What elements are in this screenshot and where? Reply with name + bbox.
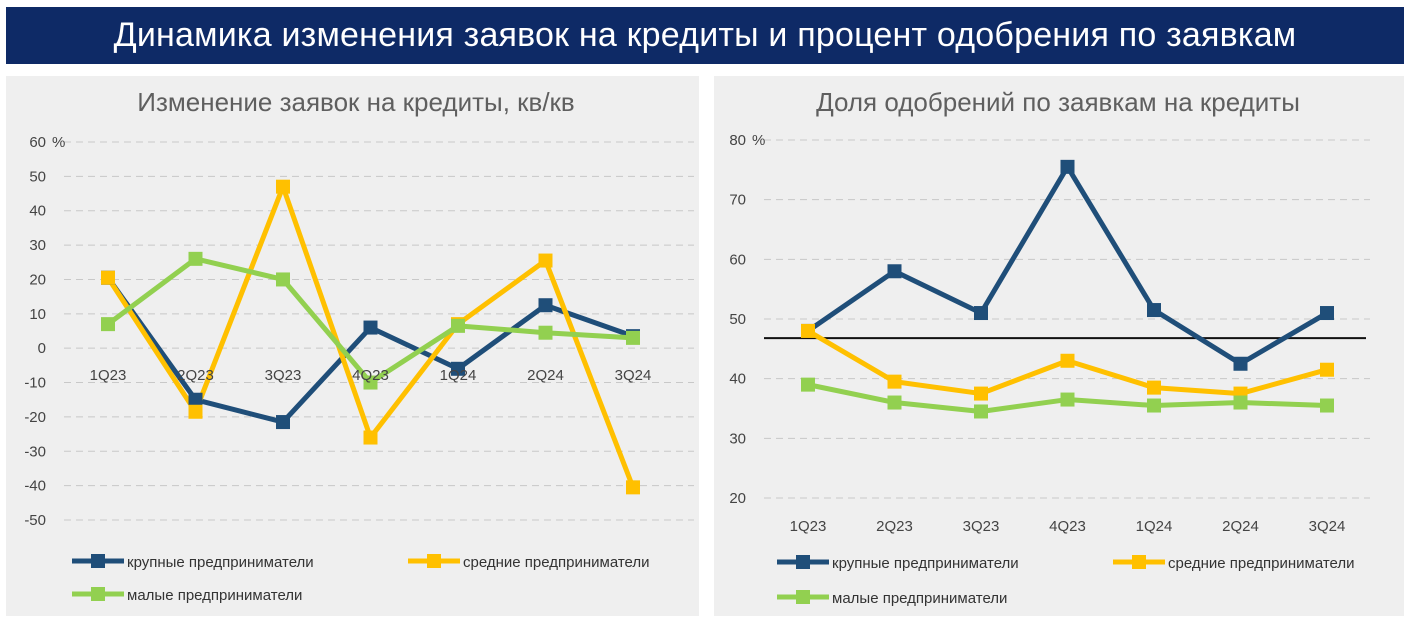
left-chart-point-large bbox=[451, 361, 465, 376]
right-chart-unit-label: % bbox=[752, 132, 765, 149]
right-chart-point-medium bbox=[1060, 353, 1075, 368]
right-chart-point-large bbox=[887, 264, 902, 279]
right-chart-x-tick-label: 1Q23 bbox=[790, 518, 827, 535]
left-chart-y-tick-label: -10 bbox=[24, 375, 46, 392]
right-chart-point-medium bbox=[1320, 362, 1334, 377]
right-chart-y-tick-label: 20 bbox=[729, 490, 746, 507]
left-chart-y-tick-label: 30 bbox=[29, 237, 46, 254]
right-chart-x-tick-label: 4Q23 bbox=[1049, 518, 1086, 535]
left-chart-x-tick-label: 3Q23 bbox=[265, 367, 302, 384]
right-chart-legend-marker-small bbox=[796, 590, 810, 604]
left-chart-point-small bbox=[626, 330, 640, 345]
right-chart-point-small bbox=[1233, 395, 1248, 410]
left-chart-y-tick-label: 40 bbox=[29, 203, 46, 220]
left-chart-point-medium bbox=[626, 480, 640, 495]
left-chart-point-small bbox=[538, 325, 553, 340]
left-chart-x-tick-label: 1Q23 bbox=[90, 367, 127, 384]
right-chart-legend-marker-medium bbox=[1132, 555, 1146, 569]
left-chart-y-tick-label: 20 bbox=[29, 271, 46, 288]
right-chart-y-tick-label: 50 bbox=[729, 311, 746, 328]
left-chart-x-tick-label: 4Q23 bbox=[352, 367, 389, 384]
left-chart-x-tick-label: 2Q24 bbox=[527, 367, 564, 384]
left-chart-point-medium bbox=[363, 430, 378, 445]
left-chart-point-small bbox=[363, 375, 378, 390]
right-chart-x-tick-label: 1Q24 bbox=[1136, 518, 1173, 535]
left-chart-legend-label-medium: средние предприниматели bbox=[463, 554, 650, 571]
page-banner: Динамика изменения заявок на кредиты и п… bbox=[6, 7, 1404, 64]
right-chart-y-tick-label: 60 bbox=[729, 251, 746, 268]
chart-panel-applications-change: Изменение заявок на кредиты, кв/кв 60 50 40… bbox=[6, 76, 699, 616]
left-chart-title: Изменение заявок на кредиты, кв/кв bbox=[137, 87, 574, 117]
left-chart-point-medium bbox=[101, 270, 115, 285]
right-chart-legend-label-medium: средние предприниматели bbox=[1168, 555, 1355, 572]
right-chart-x-tick-label: 3Q24 bbox=[1309, 518, 1346, 535]
left-chart-y-tick-label: 60 bbox=[29, 134, 46, 151]
right-chart-y-tick-label: 80 bbox=[729, 132, 746, 149]
left-chart-point-medium bbox=[538, 253, 553, 268]
right-chart-point-small bbox=[887, 395, 902, 410]
right-chart-line-large bbox=[806, 164, 1329, 367]
right-chart-point-large bbox=[1320, 306, 1334, 321]
left-chart-point-medium bbox=[276, 179, 290, 194]
right-chart-x-tick-label: 3Q23 bbox=[963, 518, 1000, 535]
right-chart-x-tick-label: 2Q24 bbox=[1222, 518, 1259, 535]
left-chart-legend-marker-medium bbox=[427, 554, 441, 568]
left-chart-point-large bbox=[276, 415, 290, 430]
left-chart-y-tick-label: 10 bbox=[29, 306, 46, 323]
right-chart-x-tick-label: 2Q23 bbox=[876, 518, 913, 535]
left-chart-legend-label-large: крупные предприниматели bbox=[127, 554, 314, 571]
right-chart-y-tick-label: 30 bbox=[729, 430, 746, 447]
left-chart-point-medium bbox=[188, 404, 203, 419]
right-chart-point-small bbox=[1147, 398, 1161, 413]
left-chart-legend-marker-small bbox=[91, 587, 105, 601]
left-chart-y-tick-label: -50 bbox=[24, 512, 46, 529]
left-chart-unit-label: % bbox=[52, 134, 65, 151]
left-chart-point-small bbox=[276, 272, 290, 287]
left-chart-y-tick-label: -40 bbox=[24, 478, 46, 495]
approval-share-chart: Доля одобрений по заявкам на кредиты 80 70… bbox=[729, 87, 1370, 607]
right-chart-point-small bbox=[1320, 398, 1334, 413]
right-chart-point-small bbox=[1060, 392, 1075, 407]
right-chart-y-tick-label: 70 bbox=[729, 192, 746, 209]
right-chart-point-large bbox=[974, 306, 988, 321]
left-chart-point-large bbox=[538, 298, 553, 313]
right-chart-point-medium bbox=[974, 386, 988, 401]
right-chart-title: Доля одобрений по заявкам на кредиты bbox=[816, 87, 1300, 117]
right-chart-point-small bbox=[801, 377, 815, 392]
left-chart-y-tick-label: 0 bbox=[38, 340, 46, 357]
left-chart-y-tick-label: -30 bbox=[24, 443, 46, 460]
right-chart-y-tick-label: 40 bbox=[729, 371, 746, 388]
right-chart-point-large bbox=[1060, 159, 1075, 174]
left-chart-point-small bbox=[101, 317, 115, 332]
left-chart-point-small bbox=[188, 251, 203, 266]
left-chart-point-large bbox=[188, 392, 203, 407]
right-chart-point-medium bbox=[801, 323, 815, 338]
chart-panel-approval-share: Доля одобрений по заявкам на кредиты 80 70… bbox=[714, 76, 1404, 616]
left-chart-legend-marker-large bbox=[91, 554, 105, 568]
banner-title: Динамика изменения заявок на кредиты и п… bbox=[113, 16, 1297, 54]
applications-change-chart: Изменение заявок на кредиты, кв/кв 60 50 40… bbox=[24, 87, 694, 604]
left-chart-x-tick-label: 3Q24 bbox=[615, 367, 652, 384]
left-chart-x-tick-label: 1Q24 bbox=[440, 367, 477, 384]
right-chart-point-small bbox=[974, 404, 988, 419]
left-chart-y-tick-label: 50 bbox=[29, 168, 46, 185]
right-chart-legend-marker-large bbox=[796, 555, 810, 569]
right-chart-point-medium bbox=[1147, 380, 1161, 395]
right-chart-legend-label-small: малые предприниматели bbox=[832, 590, 1007, 607]
right-chart-point-large bbox=[1233, 356, 1248, 371]
left-chart-point-large bbox=[363, 320, 378, 335]
left-chart-point-small bbox=[451, 318, 465, 333]
left-chart-x-tick-label: 2Q23 bbox=[177, 367, 214, 384]
left-chart-y-tick-label: -20 bbox=[24, 409, 46, 426]
left-chart-legend-label-small: малые предприниматели bbox=[127, 587, 302, 604]
right-chart-point-medium bbox=[887, 374, 902, 389]
right-chart-legend-label-large: крупные предприниматели bbox=[832, 555, 1019, 572]
right-chart-point-large bbox=[1147, 303, 1161, 318]
